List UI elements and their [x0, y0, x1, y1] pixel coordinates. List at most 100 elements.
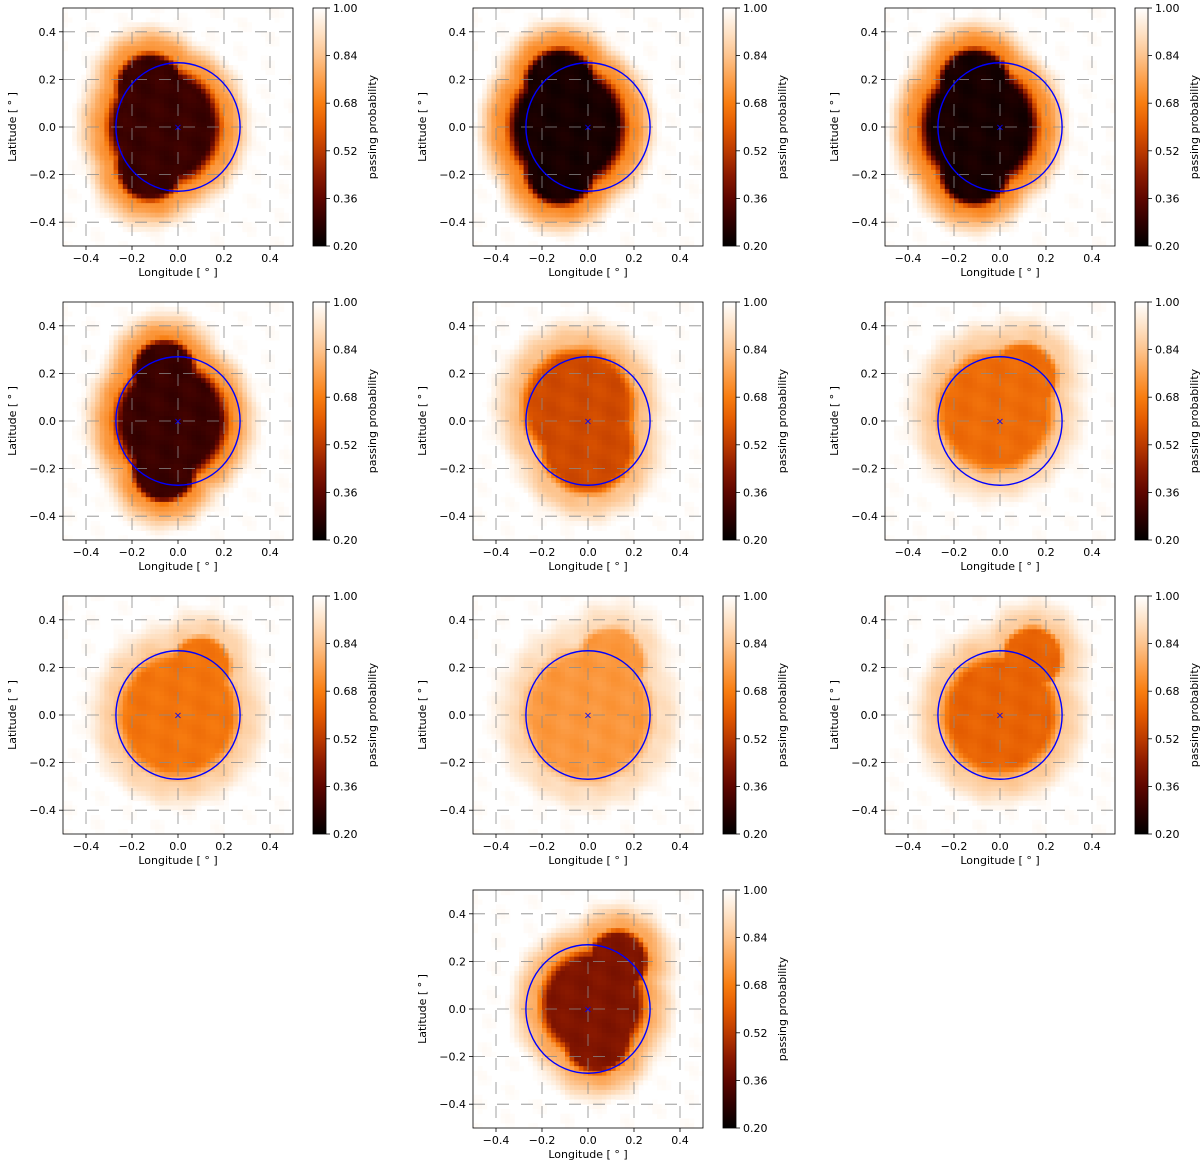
heatmap-cell: [606, 51, 611, 56]
heatmap-cell: [169, 41, 174, 46]
heatmap-cell: [169, 146, 174, 151]
heatmap-cell: [542, 22, 547, 27]
heatmap-cell: [524, 208, 529, 213]
heatmap-cell: [560, 213, 565, 218]
heatmap-cell: [931, 94, 936, 99]
heatmap-cell: [959, 227, 964, 232]
heatmap-cell: [574, 108, 579, 113]
heatmap-cell: [77, 84, 82, 89]
heatmap-cell: [137, 60, 142, 65]
heatmap-cell: [565, 232, 570, 237]
heatmap-cell: [986, 22, 991, 27]
heatmap-cell: [77, 151, 82, 156]
heatmap-cell: [183, 184, 188, 189]
heatmap-cell: [196, 141, 201, 146]
heatmap-cell: [945, 113, 950, 118]
heatmap-cell: [210, 113, 215, 118]
heatmap-cell: [922, 117, 927, 122]
heatmap-cell: [160, 41, 165, 46]
heatmap-cell: [224, 151, 229, 156]
heatmap-cell: [1032, 208, 1037, 213]
heatmap-cell: [123, 46, 128, 51]
heatmap-cell: [514, 184, 519, 189]
heatmap-cell: [689, 8, 694, 13]
heatmap-cell: [150, 22, 155, 27]
heatmap-cell: [1023, 151, 1028, 156]
heatmap-cell: [1000, 108, 1005, 113]
heatmap-cell: [482, 151, 487, 156]
heatmap-cell: [528, 18, 533, 23]
heatmap-cell: [611, 132, 616, 137]
heatmap-cell: [908, 79, 913, 84]
heatmap-cell: [908, 56, 913, 61]
heatmap-cell: [178, 146, 183, 151]
heatmap-cell: [1041, 117, 1046, 122]
heatmap-cell: [201, 84, 206, 89]
heatmap-cell: [169, 84, 174, 89]
heatmap-cell: [634, 194, 639, 199]
heatmap-cell: [913, 51, 918, 56]
heatmap-cell: [1037, 108, 1042, 113]
heatmap-cell: [986, 94, 991, 99]
heatmap-cell: [1046, 141, 1051, 146]
heatmap-cell: [922, 103, 927, 108]
heatmap-cell: [547, 60, 552, 65]
heatmap-cell: [1037, 84, 1042, 89]
heatmap-cell: [233, 18, 238, 23]
heatmap-cell: [597, 213, 602, 218]
heatmap-cell: [931, 208, 936, 213]
heatmap-cell: [894, 84, 899, 89]
heatmap-cell: [1000, 160, 1005, 165]
heatmap-cell: [141, 213, 146, 218]
heatmap-cell: [579, 156, 584, 161]
heatmap-cell: [528, 198, 533, 203]
x-tick-label: 0.4: [671, 252, 689, 265]
heatmap-cell: [77, 141, 82, 146]
heatmap-cell: [629, 141, 634, 146]
heatmap-cell: [556, 160, 561, 165]
heatmap-cell: [560, 156, 565, 161]
heatmap-cell: [899, 141, 904, 146]
heatmap-cell: [210, 32, 215, 37]
heatmap-cell: [1005, 141, 1010, 146]
heatmap-cell: [1005, 208, 1010, 213]
heatmap-cell: [183, 84, 188, 89]
heatmap-cell: [164, 103, 169, 108]
heatmap-cell: [616, 132, 621, 137]
heatmap-cell: [141, 160, 146, 165]
heatmap-cell: [192, 37, 197, 42]
heatmap-cell: [150, 213, 155, 218]
heatmap-cell: [478, 156, 483, 161]
heatmap-cell: [247, 137, 252, 142]
heatmap-cell: [127, 213, 132, 218]
heatmap-cell: [565, 208, 570, 213]
heatmap-cell: [91, 56, 96, 61]
heatmap-cell: [219, 236, 224, 241]
heatmap-cell: [890, 137, 895, 142]
heatmap-cell: [109, 113, 114, 118]
heatmap-cell: [945, 222, 950, 227]
heatmap-cell: [519, 189, 524, 194]
heatmap-cell: [275, 8, 280, 13]
heatmap-cell: [986, 84, 991, 89]
heatmap-cell: [574, 227, 579, 232]
heatmap-cell: [894, 165, 899, 170]
heatmap-cell: [899, 156, 904, 161]
heatmap-cell: [588, 56, 593, 61]
heatmap-cell: [959, 137, 964, 142]
heatmap-cell: [991, 222, 996, 227]
heatmap-cell: [1005, 94, 1010, 99]
heatmap-cell: [954, 94, 959, 99]
heatmap-cell: [482, 108, 487, 113]
heatmap-cell: [949, 217, 954, 222]
heatmap-cell: [146, 198, 151, 203]
heatmap-cell: [224, 146, 229, 151]
heatmap-cell: [233, 65, 238, 70]
heatmap-cell: [164, 84, 169, 89]
heatmap-cell: [913, 65, 918, 70]
heatmap-cell: [685, 184, 690, 189]
heatmap-cell: [894, 141, 899, 146]
heatmap-cell: [510, 217, 515, 222]
heatmap-cell: [210, 79, 215, 84]
